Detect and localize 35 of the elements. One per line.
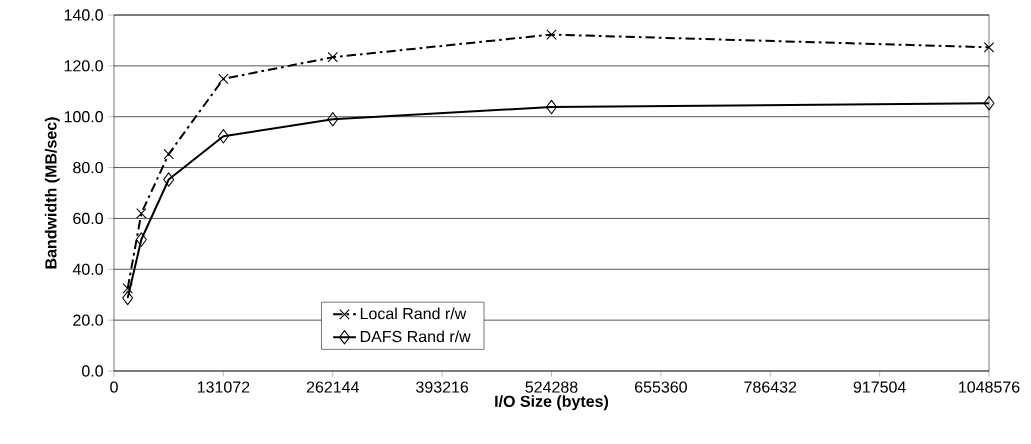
y-tick-label: 20.0: [73, 314, 103, 326]
x-tick-label: 131072: [197, 381, 250, 393]
point: [163, 172, 175, 187]
y-axis-title: Bandwidth (MB/sec): [44, 117, 60, 269]
point: [136, 208, 147, 219]
x-tick-label: 262144: [306, 381, 359, 393]
y-tick-label: 40.0: [72, 263, 103, 275]
point: [122, 290, 134, 306]
y-tick-label: 0.0: [81, 365, 103, 377]
y-tick-label: 140.0: [64, 9, 103, 21]
point: [983, 96, 995, 111]
y-tick-label: 100.0: [64, 111, 103, 123]
point: [983, 42, 995, 53]
x-axis-title: I/O Size (bytes): [495, 395, 609, 411]
x-tick-label: 524288: [525, 381, 578, 393]
legend-label: Local Rand r/w: [360, 307, 467, 320]
x-tick-label: 0: [110, 381, 118, 393]
point: [122, 283, 133, 294]
legend-label: DAFS Rand r/w: [360, 330, 471, 343]
y-tick-label: 80.0: [73, 161, 103, 174]
point: [217, 129, 229, 144]
point: [546, 29, 557, 40]
point: [327, 51, 339, 63]
x-tick-label: 655360: [635, 381, 687, 393]
y-tick-label: 120.0: [64, 60, 103, 72]
point: [218, 73, 229, 85]
x-tick-label: 1048576: [959, 381, 1020, 393]
y-tick-label: 60.0: [73, 212, 103, 225]
x-tick-label: 393216: [416, 381, 469, 393]
point: [327, 112, 339, 127]
x-tick-label: 786432: [744, 381, 797, 393]
point: [163, 148, 174, 160]
x-tick-label: 917504: [853, 381, 906, 393]
point: [545, 99, 558, 115]
point: [135, 232, 147, 247]
